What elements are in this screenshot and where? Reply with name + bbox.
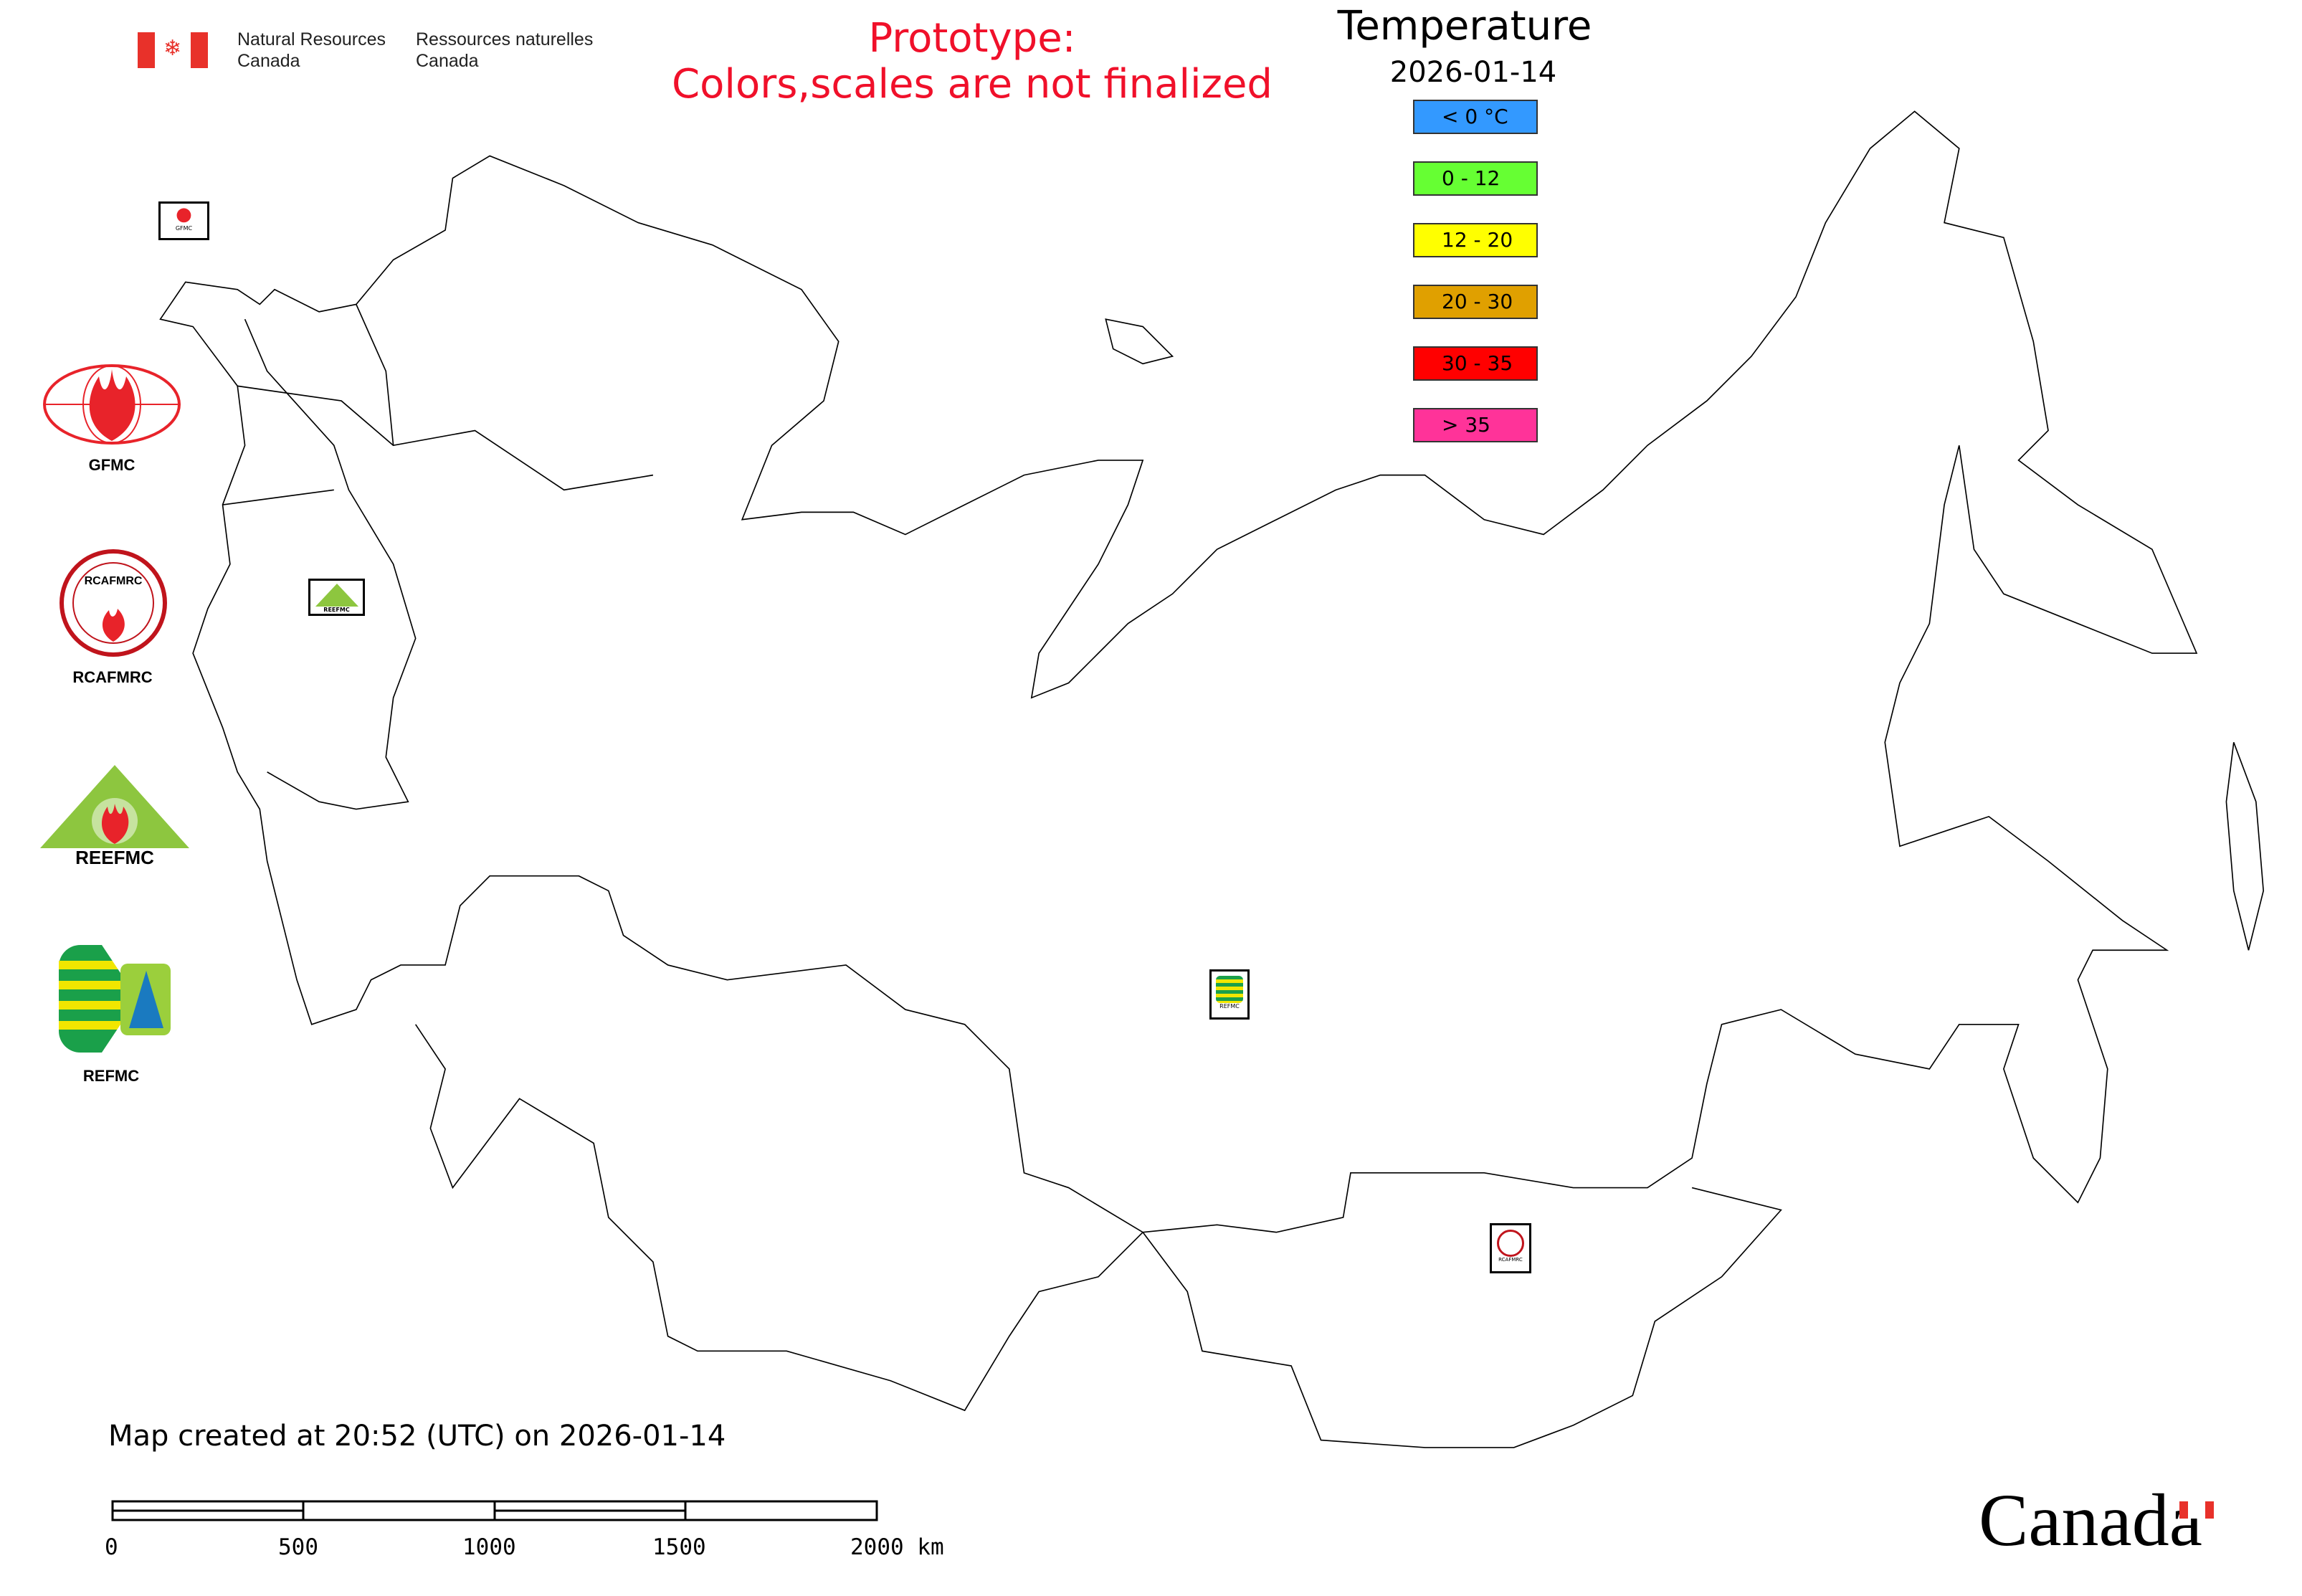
west-russia-border xyxy=(244,318,417,810)
rcafmrc-logo: RCAFMRC xyxy=(60,549,167,657)
rcafmrc-marker-label: RCAFMRC xyxy=(1498,1257,1523,1263)
svg-text:REEFMC: REEFMC xyxy=(75,847,154,865)
refmc-marker-icon xyxy=(1216,976,1243,1003)
legend-item: 20 - 30 xyxy=(1413,285,1538,319)
rcafmrc-marker-icon xyxy=(1497,1230,1524,1257)
map-created-timestamp: Map created at 20:52 (UTC) on 2026-01-14 xyxy=(108,1420,726,1453)
legend-date: 2026-01-14 xyxy=(1389,56,1557,89)
refmc-logo xyxy=(59,945,171,1053)
rcafmrc-marker[interactable]: RCAFMRC xyxy=(1490,1223,1531,1273)
baltic-borders xyxy=(222,304,654,505)
triangle-icon xyxy=(315,584,358,607)
sakhalin-island xyxy=(2225,742,2265,951)
canada-flag-icon: ❄ xyxy=(138,32,208,68)
legend-item: 0 - 12 xyxy=(1413,161,1538,196)
org-fr-line1: Ressources naturelles xyxy=(416,29,594,49)
rcafmrc-label: RCAFMRC xyxy=(72,668,153,686)
scale-label-500: 500 xyxy=(278,1534,318,1560)
mongolia-border xyxy=(1142,1187,1782,1448)
legend-item: 30 - 35 xyxy=(1413,346,1538,381)
reefmc-logo: REEFMC xyxy=(40,765,189,865)
svg-text:RCAFMRC: RCAFMRC xyxy=(85,575,143,587)
scale-bar xyxy=(111,1500,878,1521)
refmc-label: REFMC xyxy=(82,1067,140,1085)
fire-icon: ● xyxy=(176,204,192,225)
prototype-notice-line2: Colors,scales are not finalized xyxy=(672,61,1273,108)
wordmark-flag-icon xyxy=(2179,1501,2214,1519)
org-name-en: Natural Resources Canada xyxy=(237,29,386,72)
org-name-fr: Ressources naturelles Canada xyxy=(416,29,593,72)
legend-item: 12 - 20 xyxy=(1413,223,1538,257)
russia-region-outline xyxy=(159,110,2198,1233)
scale-label-1000: 1000 xyxy=(462,1534,516,1560)
gfmc-label: GFMC xyxy=(88,456,135,474)
central-asia-border xyxy=(414,1024,1143,1412)
org-en-line2: Canada xyxy=(237,51,300,71)
legend-title: Temperature xyxy=(1337,3,1592,49)
org-fr-line2: Canada xyxy=(416,51,479,71)
reefmc-marker-label: REEFMC xyxy=(323,607,350,613)
gfmc-marker-label: GFMC xyxy=(175,225,193,232)
gfmc-logo xyxy=(43,364,181,445)
novaya-zemlya xyxy=(1105,318,1174,365)
gfmc-marker[interactable]: ● GFMC xyxy=(158,201,209,240)
scale-label-1500: 1500 xyxy=(652,1534,706,1560)
scale-label-0: 0 xyxy=(105,1534,118,1560)
org-en-line1: Natural Resources xyxy=(237,29,386,49)
scale-label-2000: 2000 km xyxy=(850,1534,944,1560)
legend-item: < 0 °C xyxy=(1413,100,1538,134)
legend-item: > 35 xyxy=(1413,408,1538,442)
canada-wordmark: Canada xyxy=(1979,1479,2202,1562)
reefmc-marker[interactable]: REEFMC xyxy=(308,579,365,616)
prototype-notice-line1: Prototype: xyxy=(868,15,1076,62)
refmc-marker-label: REFMC xyxy=(1219,1003,1240,1010)
refmc-marker[interactable]: REFMC xyxy=(1209,969,1250,1020)
